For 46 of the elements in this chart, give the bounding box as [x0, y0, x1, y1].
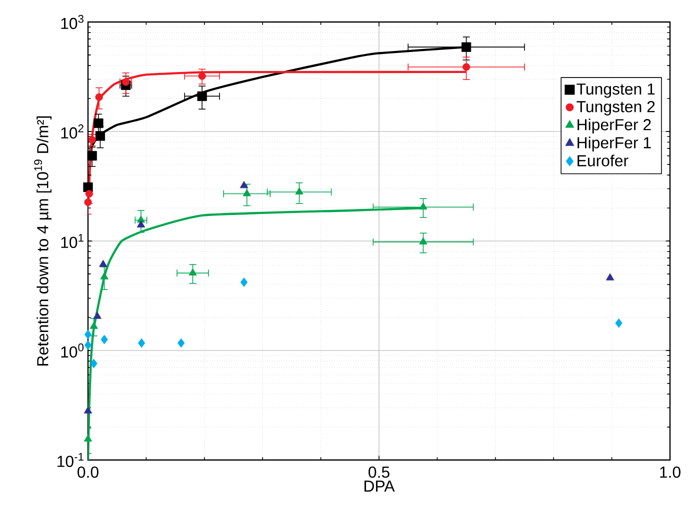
point	[99, 260, 108, 267]
point	[84, 434, 92, 442]
y-axis-title: Retention down to 4 µm [10$^{19}$ D/m²]	[34, 116, 52, 366]
point	[240, 278, 248, 287]
point	[84, 406, 92, 414]
x-axis-title: DPA	[364, 480, 395, 492]
point	[178, 338, 185, 348]
y-tick-label: 10$^{1}$	[61, 234, 84, 248]
point	[90, 322, 98, 329]
y-tick-label: 10$^{-1}$	[58, 452, 84, 468]
y-tick-label: 10$^{3}$	[61, 14, 84, 30]
point	[198, 72, 206, 80]
legend-label: Tungsten 1	[576, 84, 655, 98]
point	[100, 272, 108, 280]
x-tick-label: 0.0	[78, 466, 98, 478]
point	[295, 187, 304, 194]
point	[90, 358, 98, 368]
point	[419, 202, 428, 210]
point	[87, 150, 97, 161]
point	[462, 63, 470, 71]
legend-label: Eurofer	[578, 154, 628, 166]
point	[197, 91, 207, 102]
point	[93, 312, 102, 319]
point	[85, 190, 93, 198]
x-tick-label: 0.5	[368, 466, 390, 478]
point	[242, 189, 251, 196]
legend-label: Tungsten 2	[576, 101, 655, 116]
point	[122, 78, 130, 86]
point	[138, 338, 146, 348]
point	[240, 180, 248, 188]
point	[615, 318, 622, 328]
point	[94, 118, 104, 128]
point	[88, 136, 96, 144]
point	[606, 273, 614, 280]
point	[462, 42, 472, 52]
point	[95, 93, 103, 101]
point	[100, 334, 108, 344]
point	[84, 330, 92, 340]
y-tick-label: 10$^{2}$	[61, 124, 84, 139]
x-tick-label: 1.0	[660, 466, 680, 478]
point	[188, 268, 197, 276]
point	[419, 237, 428, 244]
legend-label: HiperFer 1	[578, 136, 651, 152]
point	[84, 340, 92, 350]
legend-label: HiperFer 2	[578, 118, 651, 134]
y-tick-label: 10$^{0}$	[61, 343, 84, 358]
